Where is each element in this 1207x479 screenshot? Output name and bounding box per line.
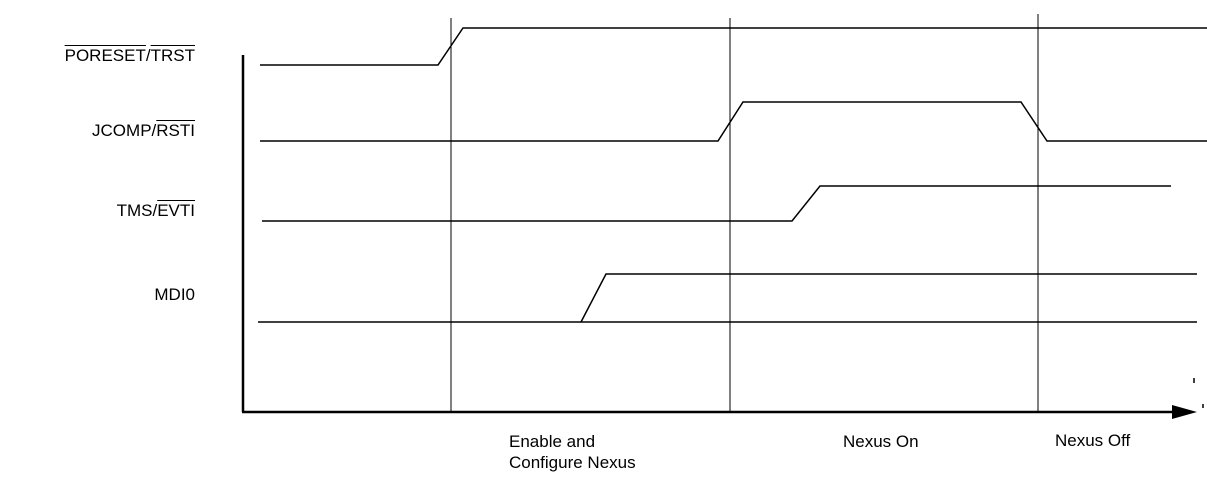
signal-label-mdi0: MDI0: [154, 285, 195, 305]
phase-label-nexus-off: Nexus Off: [1055, 431, 1131, 450]
waveform-jcomp-rsti: [260, 101, 1207, 142]
label-part: TRST: [150, 46, 195, 65]
label-part: JCOMP/: [92, 121, 157, 140]
waveform-poreset-trst: [260, 27, 1207, 66]
label-part: EVTI: [157, 201, 195, 220]
phase-label-nexus-on: Nexus On: [843, 432, 919, 451]
label-part: MDI0: [154, 285, 195, 304]
signal-label-tms-evti: TMS/EVTI: [117, 201, 195, 221]
label-part: /: [145, 46, 151, 65]
phase-label-enable-line1: Enable and: [509, 432, 596, 451]
label-part: TMS/: [116, 201, 158, 220]
label-part: PORESET: [64, 46, 146, 65]
phase-label-enable-line2: Configure Nexus: [509, 453, 636, 472]
waveform-mdi0-high: [580, 273, 1197, 323]
signal-label-jcomp-rsti: JCOMP/RSTI: [92, 121, 195, 141]
waveform-tms-evti: [262, 185, 1171, 222]
label-part: RSTI: [156, 121, 195, 140]
signal-label-poreset-trst: PORESET/TRST: [65, 46, 195, 66]
phase-label-enable: Enable and Configure Nexus: [509, 431, 636, 473]
time-axis-arrowhead: [1172, 405, 1197, 419]
